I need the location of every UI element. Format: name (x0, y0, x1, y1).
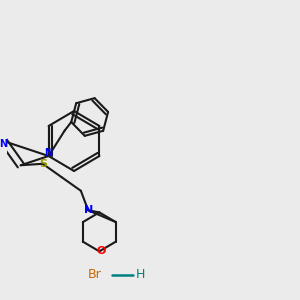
Text: S: S (40, 159, 48, 169)
Text: N: N (44, 148, 53, 158)
Text: N: N (84, 205, 93, 215)
Text: O: O (96, 246, 106, 256)
Text: H: H (135, 268, 145, 281)
Text: N: N (0, 139, 8, 149)
Text: Br: Br (88, 268, 101, 281)
